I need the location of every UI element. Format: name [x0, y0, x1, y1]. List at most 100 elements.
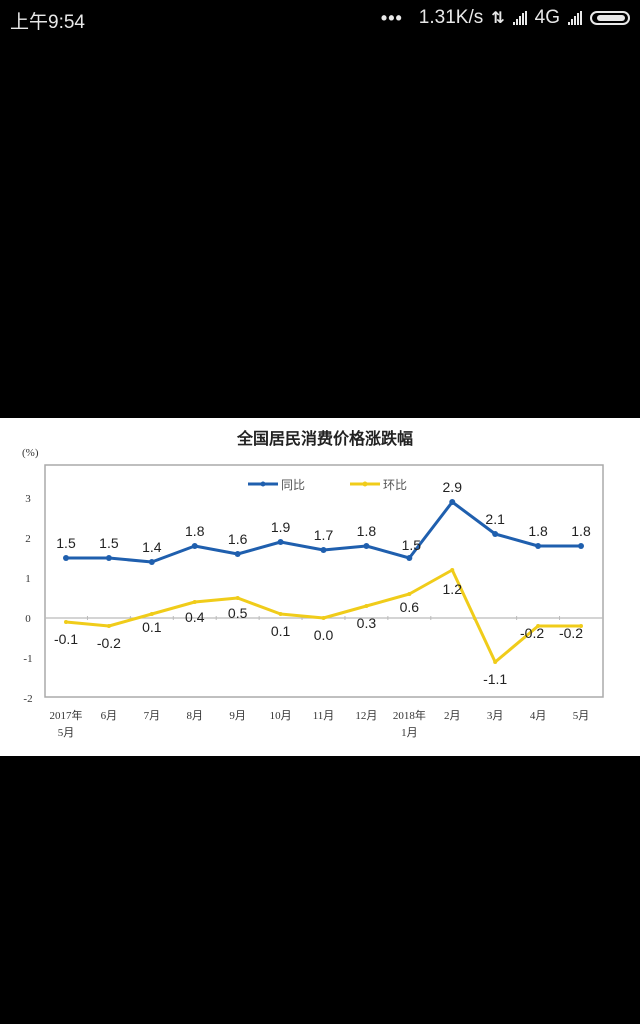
series-group: 1.5 1.5 1.4 1.8 1.6 1.9 1.7 1.8 1.5 2.9 2.1 1.8 1.8 -… [54, 479, 591, 687]
x-tick-label-line2: 5月 [58, 727, 75, 739]
y-tick-label: 2 [25, 533, 31, 545]
data-label: -0.2 [97, 635, 121, 651]
data-point-marker-icon [449, 499, 456, 505]
x-tick-label: 2018年 [393, 708, 426, 722]
status-bar: 上午9:54 ••• 1.31K/s ⇅ 4G [0, 0, 640, 36]
data-point-marker-icon [64, 620, 68, 624]
data-point-marker-icon [321, 616, 326, 620]
data-label: 0.0 [314, 627, 334, 643]
net-speed: 1.31K/s [418, 7, 484, 28]
data-label: 1.9 [271, 519, 291, 535]
x-tick-label: 2月 [444, 710, 461, 722]
data-point-marker-icon [363, 543, 370, 549]
data-point-marker-icon [277, 539, 284, 545]
data-label: 2.1 [485, 511, 505, 527]
x-tick-label: 5月 [573, 710, 590, 722]
data-label: 1.5 [99, 535, 119, 551]
x-tick-label: 9月 [229, 710, 246, 722]
network-type: 4G [534, 7, 560, 28]
data-point-marker-icon [535, 543, 542, 549]
legend-label-mom: 环比 [383, 478, 407, 492]
y-axis-unit: (%) [22, 447, 39, 459]
data-point-marker-icon [148, 559, 155, 565]
data-point-marker-icon [320, 547, 327, 553]
data-label: 0.5 [228, 605, 248, 621]
legend-label-yoy: 同比 [281, 478, 305, 492]
data-label: 1.7 [314, 527, 334, 543]
data-point-marker-icon [406, 555, 413, 561]
data-label: 0.6 [400, 599, 420, 615]
data-point-marker-icon [450, 568, 455, 572]
data-transfer-icon: ⇅ [491, 10, 505, 27]
data-label: 1.8 [528, 523, 548, 539]
battery-icon [590, 11, 630, 25]
data-label: 0.4 [185, 609, 205, 625]
series-yoy: 1.5 1.5 1.4 1.8 1.6 1.9 1.7 1.8 1.5 2.9 2.1 1.8 1.8 [56, 479, 591, 565]
series-mom: -0.1 -0.2 0.1 0.4 0.5 0.1 0.0 0.3 0.6 1.2 -1.1 -0.2… [54, 568, 583, 687]
x-tick-label: 4月 [530, 710, 547, 722]
legend-item-yoy: 同比 [248, 478, 305, 492]
cpi-line-chart: 全国居民消费价格涨跌幅 (%) 3 2 1 0 -1 -2 2017年 5月 6月 7月 8月 9月… [22, 429, 604, 739]
y-tick-label: 1 [25, 573, 31, 585]
signal-icon [512, 11, 527, 25]
chart-title: 全国居民消费价格涨跌幅 [236, 429, 413, 448]
data-point-marker-icon [278, 612, 283, 616]
y-axis: 3 2 1 0 -1 -2 [23, 493, 32, 705]
data-label: 1.2 [443, 581, 463, 597]
data-label: -0.1 [54, 631, 78, 647]
data-label: 1.8 [571, 523, 591, 539]
chart-image: 全国居民消费价格涨跌幅 (%) 3 2 1 0 -1 -2 2017年 5月 6月 7月 8月 9月… [0, 418, 640, 756]
data-label: 1.5 [402, 537, 422, 553]
data-point-marker-icon [63, 555, 69, 561]
x-tick-label: 3月 [487, 710, 504, 722]
legend-marker-icon [362, 481, 368, 487]
y-tick-label: -2 [23, 693, 32, 705]
data-label: 1.6 [228, 531, 248, 547]
x-tick-label: 10月 [270, 710, 292, 722]
x-tick-label: 12月 [355, 710, 377, 722]
data-point-marker-icon [493, 660, 498, 664]
x-tick-label: 7月 [144, 710, 161, 722]
x-tick-label: 11月 [313, 710, 335, 722]
x-tick-label: 2017年 [50, 708, 83, 722]
data-label: 2.9 [443, 479, 463, 495]
data-label: 1.5 [56, 535, 76, 551]
status-icons: ••• 1.31K/s ⇅ 4G [381, 7, 630, 29]
data-point-marker-icon [492, 531, 499, 537]
data-label: 0.3 [357, 615, 377, 631]
data-label: 0.1 [271, 623, 291, 639]
data-point-marker-icon [364, 604, 369, 608]
data-label: 1.4 [142, 539, 162, 555]
data-point-marker-icon [234, 551, 241, 557]
data-point-marker-icon [149, 612, 154, 616]
legend-marker-icon [260, 481, 266, 487]
data-label: 1.8 [357, 523, 377, 539]
x-tick-label: 8月 [187, 710, 204, 722]
data-point-marker-icon [536, 624, 541, 628]
more-dots-icon: ••• [380, 7, 403, 28]
legend: 同比 环比 [248, 478, 407, 492]
data-label: -0.2 [520, 625, 544, 641]
data-point-marker-icon [235, 596, 240, 600]
data-point-marker-icon [579, 624, 583, 628]
data-point-marker-icon [578, 543, 584, 549]
x-axis: 2017年 5月 6月 7月 8月 9月 10月 11月 12月 2018年 1月 2月 3月 4月 5月 [50, 616, 590, 739]
data-point-marker-icon [407, 592, 412, 596]
data-label: -1.1 [483, 671, 507, 687]
y-tick-label: -1 [23, 653, 32, 665]
data-point-marker-icon [105, 555, 112, 561]
x-tick-label: 6月 [101, 710, 118, 722]
y-tick-label: 3 [25, 493, 31, 505]
data-label: -0.2 [559, 625, 583, 641]
data-label: 1.8 [185, 523, 205, 539]
x-tick-label-line2: 1月 [401, 727, 418, 739]
data-point-marker-icon [106, 624, 111, 628]
data-label: 0.1 [142, 619, 162, 635]
status-time: 上午9:54 [10, 12, 85, 33]
data-point-marker-icon [191, 543, 198, 549]
signal-icon [568, 11, 582, 25]
data-point-marker-icon [192, 600, 197, 604]
plot-frame [44, 464, 604, 698]
legend-item-mom: 环比 [350, 478, 407, 492]
y-tick-label: 0 [25, 613, 31, 625]
